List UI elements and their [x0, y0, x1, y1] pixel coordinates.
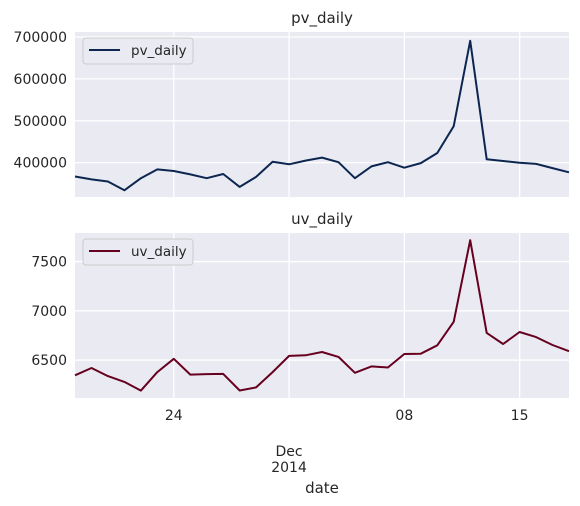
- x-tick-labels: 24 08 15: [165, 408, 529, 424]
- pv-series-line: [74, 39, 570, 192]
- pv-y-tick-label: 600000: [14, 72, 67, 88]
- uv-title: uv_daily: [291, 210, 353, 229]
- pv-y-tick-labels: 400000 500000 600000 700000: [14, 30, 67, 172]
- uv-y-tick-labels: 6500 7000 7500: [31, 255, 67, 370]
- x-minor-year-label: 2014: [271, 460, 307, 476]
- x-minor-month-label: Dec: [276, 444, 303, 460]
- pv-legend-label: pv_daily: [131, 43, 187, 59]
- uv-y-tick-label: 7000: [31, 304, 67, 320]
- pv-y-tick-label: 500000: [14, 114, 67, 130]
- pv-gridlines: [75, 32, 569, 197]
- x-tick-label: 08: [395, 408, 413, 424]
- uv-legend-label: uv_daily: [131, 244, 187, 260]
- pv-title: pv_daily: [291, 9, 353, 28]
- uv-y-tick-label: 6500: [31, 353, 67, 369]
- x-axis-label: date: [305, 479, 339, 497]
- x-tick-label: 24: [165, 408, 183, 424]
- uv-legend: uv_daily: [82, 238, 194, 266]
- x-tick-label: 15: [511, 408, 529, 424]
- pv-y-tick-label: 400000: [14, 156, 67, 172]
- uv-y-tick-label: 7500: [31, 255, 67, 271]
- pv-y-tick-label: 700000: [14, 30, 67, 46]
- uv-series-line: [74, 239, 570, 392]
- pv-legend: pv_daily: [82, 37, 194, 65]
